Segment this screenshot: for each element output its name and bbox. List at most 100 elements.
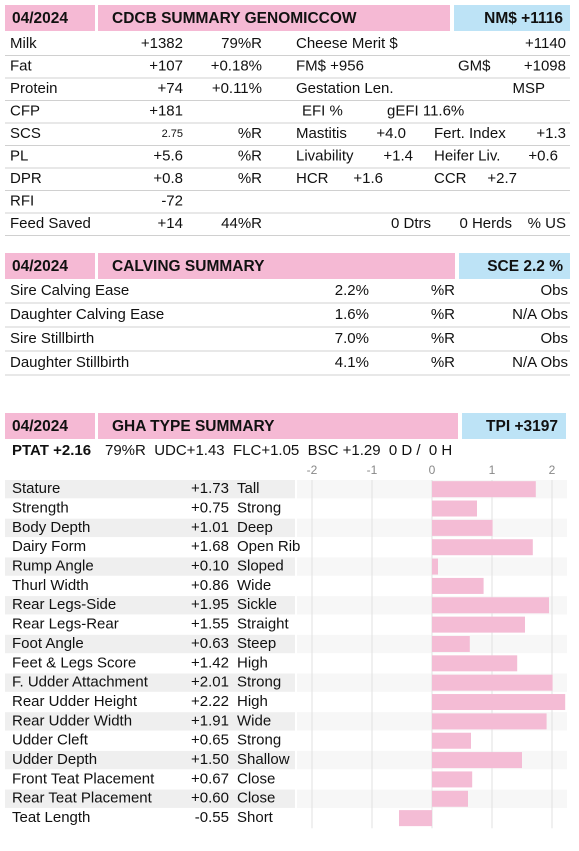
cell: +4.0 bbox=[376, 125, 406, 142]
trait-description: Strong bbox=[237, 732, 281, 749]
cell: +0.6 bbox=[528, 147, 558, 164]
row-background bbox=[5, 499, 295, 518]
trait-description: High bbox=[237, 693, 268, 710]
section-title: GHA TYPE SUMMARY bbox=[112, 418, 275, 435]
cell: 79%R bbox=[221, 35, 262, 52]
cell: Cheese Merit $ bbox=[296, 35, 398, 52]
cell: Obs bbox=[540, 330, 568, 347]
trait-value: +2.22 bbox=[191, 693, 229, 710]
row-label: Feed Saved bbox=[10, 215, 91, 232]
trait-value: +1.68 bbox=[191, 538, 229, 555]
row-background bbox=[5, 731, 295, 750]
cell: gEFI 11.6% bbox=[387, 102, 464, 119]
row-label: RFI bbox=[10, 192, 34, 209]
trait-value: +1.50 bbox=[191, 751, 229, 768]
bar bbox=[432, 732, 471, 749]
row-background bbox=[5, 789, 295, 808]
cell: N/A Obs bbox=[512, 354, 568, 371]
trait-value: +2.01 bbox=[191, 674, 229, 691]
bar bbox=[432, 616, 525, 633]
row-label: Daughter Calving Ease bbox=[10, 306, 164, 323]
section-title: CDCB SUMMARY GENOMICCOW bbox=[112, 10, 357, 27]
trait-description: Tall bbox=[237, 480, 260, 497]
trait-name: Body Depth bbox=[12, 519, 90, 536]
trait-description: Wide bbox=[237, 712, 271, 729]
row-background bbox=[5, 673, 295, 692]
row-background bbox=[5, 557, 295, 576]
cell: 7.0% bbox=[335, 330, 369, 347]
x-tick-label: -2 bbox=[307, 463, 318, 477]
cell: +1098 bbox=[524, 57, 566, 74]
bar bbox=[432, 481, 536, 498]
trait-name: Rear Legs-Side bbox=[12, 596, 116, 613]
cell: 44%R bbox=[221, 215, 262, 232]
header-block bbox=[98, 5, 450, 31]
cell: +1382 bbox=[141, 35, 183, 52]
trait-value: +0.67 bbox=[191, 770, 229, 787]
x-tick-label: 2 bbox=[549, 463, 556, 477]
trait-description: Close bbox=[237, 790, 275, 807]
row-label: Fat bbox=[10, 57, 33, 74]
header-block bbox=[454, 5, 570, 31]
cell: +1.6 bbox=[353, 170, 383, 187]
bar bbox=[399, 810, 432, 827]
cell: Fert. Index bbox=[434, 125, 506, 142]
bar bbox=[432, 790, 468, 807]
ptat-details: 79%R UDC+1.43 FLC+1.05 BSC +1.29 0 D / 0… bbox=[105, 442, 452, 459]
cell: GM$ bbox=[458, 57, 491, 74]
x-tick-label: -1 bbox=[367, 463, 378, 477]
trait-description: Open Rib bbox=[237, 538, 300, 555]
row-background bbox=[5, 634, 295, 654]
trait-name: Udder Depth bbox=[12, 751, 97, 768]
bar bbox=[432, 655, 518, 672]
trait-name: Stature bbox=[12, 480, 60, 497]
trait-description: Strong bbox=[237, 499, 281, 516]
trait-value: +0.60 bbox=[191, 790, 229, 807]
section-index: NM$ +1116 bbox=[484, 10, 563, 27]
cell: FM$ +956 bbox=[296, 57, 364, 74]
cell: EFI % bbox=[302, 102, 343, 119]
row-background bbox=[5, 538, 295, 557]
row-background bbox=[5, 808, 295, 828]
trait-description: Close bbox=[237, 770, 275, 787]
trait-value: +1.42 bbox=[191, 654, 229, 671]
cell: HCR bbox=[296, 170, 329, 187]
section-index: SCE 2.2 % bbox=[487, 258, 563, 275]
header-block bbox=[459, 253, 570, 279]
x-tick-label: 0 bbox=[429, 463, 436, 477]
trait-name: Foot Angle bbox=[12, 635, 84, 652]
cell: %R bbox=[238, 147, 262, 164]
trait-description: Short bbox=[237, 809, 274, 826]
trait-description: Strong bbox=[237, 674, 281, 691]
cell: %R bbox=[431, 306, 455, 323]
row-label: Protein bbox=[10, 80, 58, 97]
trait-name: Rear Udder Width bbox=[12, 712, 132, 729]
cell: +0.18% bbox=[211, 57, 262, 74]
row-label: PL bbox=[10, 147, 28, 164]
row-background bbox=[5, 518, 295, 538]
bar bbox=[432, 694, 566, 711]
row-background bbox=[5, 596, 295, 615]
ptat: PTAT +2.16 bbox=[12, 442, 91, 459]
trait-name: Dairy Form bbox=[12, 538, 86, 555]
row-background bbox=[5, 770, 295, 789]
cell: 2.2% bbox=[335, 282, 369, 299]
cell: Heifer Liv. bbox=[434, 147, 500, 164]
cell: %R bbox=[238, 170, 262, 187]
cell: %R bbox=[431, 330, 455, 347]
section-date: 04/2024 bbox=[12, 10, 68, 27]
cell: +2.7 bbox=[487, 170, 517, 187]
trait-description: Wide bbox=[237, 577, 271, 594]
row-label: Sire Stillbirth bbox=[10, 330, 94, 347]
cell: +1140 bbox=[525, 35, 566, 52]
bar bbox=[432, 519, 493, 536]
bar bbox=[432, 635, 470, 652]
trait-value: +0.63 bbox=[191, 635, 229, 652]
cell: 0 Dtrs bbox=[391, 215, 431, 232]
cell: 4.1% bbox=[335, 354, 369, 371]
cell: Livability bbox=[296, 147, 354, 164]
row-background bbox=[5, 615, 295, 634]
row-label: DPR bbox=[10, 170, 42, 187]
header-block bbox=[5, 253, 95, 279]
